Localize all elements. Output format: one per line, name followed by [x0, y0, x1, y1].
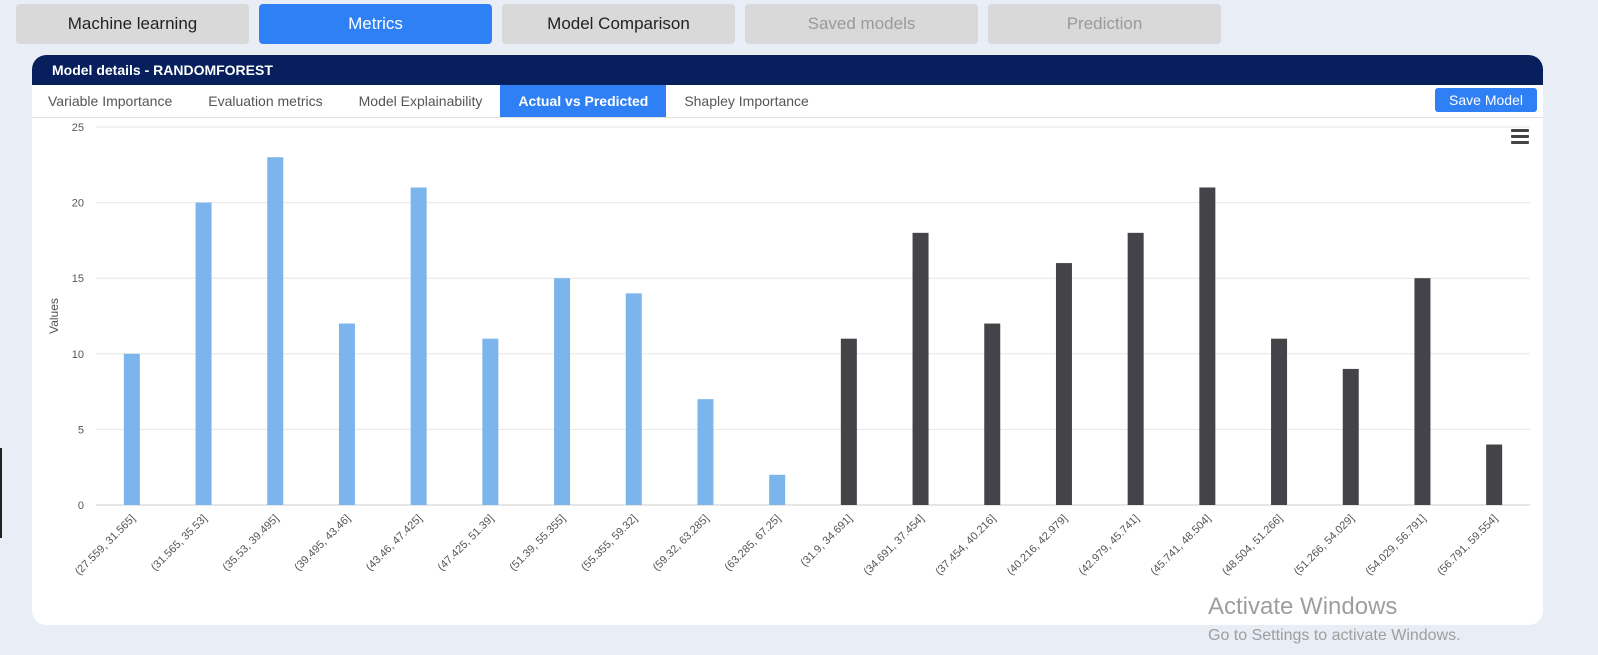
model-details-panel: Model details - RANDOMFOREST Variable Im… [32, 55, 1543, 625]
tab-machine-learning[interactable]: Machine learning [16, 4, 249, 44]
chart-area: 0 5 10 15 20 25 (27.559, 31.565] (31.565, 35.5… [32, 117, 1543, 625]
y-tick-label: 25 [72, 122, 84, 134]
x-tick-label: (34.691, 37.454] [862, 513, 927, 578]
activate-windows-watermark: Activate Windows Go to Settings to activ… [1208, 593, 1461, 645]
bar-series1 [697, 399, 714, 505]
bar-series1 [338, 323, 355, 505]
top-tabs: Machine learning Metrics Model Compariso… [16, 4, 1221, 44]
x-tick-label: (59.32, 63.285] [651, 513, 712, 574]
watermark-line2: Go to Settings to activate Windows. [1208, 627, 1461, 644]
x-tick-label: (63.285, 67.25] [722, 513, 783, 574]
x-tick-label: (43.46, 47.425] [364, 513, 425, 574]
x-tick-label: (40.216, 42.979] [1005, 513, 1070, 578]
x-tick-label: (31.9, 34.691] [798, 513, 854, 569]
tab-model-comparison[interactable]: Model Comparison [502, 4, 735, 44]
bar-series2 [1271, 338, 1288, 505]
y-tick-label: 15 [72, 273, 84, 285]
subtab-variable-importance[interactable]: Variable Importance [48, 93, 173, 109]
subtab-model-explainability[interactable]: Model Explainability [358, 93, 483, 109]
y-axis: 0 5 10 15 20 25 [72, 122, 84, 512]
bar-series2 [984, 323, 1001, 505]
tab-saved-models[interactable]: Saved models [745, 4, 978, 44]
bar-series1 [410, 187, 427, 505]
y-tick-label: 0 [78, 500, 84, 512]
x-tick-label: (45.741, 48.504] [1148, 513, 1213, 578]
bar-series2 [840, 338, 857, 505]
y-tick-label: 5 [78, 424, 84, 436]
bar-series1 [123, 353, 140, 505]
x-tick-label: (42.979, 45.741] [1077, 513, 1142, 578]
chart-grid [96, 126, 1530, 506]
subtab-bar: Variable Importance Evaluation metrics M… [32, 85, 1543, 118]
window-edge [0, 448, 2, 538]
bar-series1 [195, 202, 212, 505]
bar-series2 [1486, 444, 1503, 505]
panel-title: Model details - RANDOMFOREST [32, 55, 1543, 85]
x-tick-label: (31.565, 35.53] [149, 513, 210, 574]
y-tick-label: 20 [72, 198, 84, 210]
x-axis: (27.559, 31.565] (31.565, 35.53] (35.53, 3… [73, 513, 1500, 578]
bar-series2 [912, 232, 929, 505]
bar-series2 [1055, 263, 1072, 505]
bar-series2 [1342, 368, 1359, 505]
chart-bars [123, 157, 1503, 506]
y-tick-label: 10 [72, 349, 84, 361]
tab-prediction[interactable]: Prediction [988, 4, 1221, 44]
x-tick-label: (55.355, 59.32] [579, 513, 640, 574]
bar-series1 [554, 278, 571, 505]
bar-series1 [625, 293, 642, 505]
x-tick-label: (51.39, 55.355] [507, 513, 568, 574]
bar-series1 [267, 157, 284, 506]
x-tick-label: (35.53, 39.495] [221, 513, 282, 574]
x-tick-label: (56.791, 59.554] [1435, 513, 1500, 578]
x-tick-label: (48.504, 51.266] [1220, 513, 1285, 578]
bar-series2 [1127, 232, 1144, 505]
x-tick-label: (37.454, 40.216] [933, 513, 998, 578]
watermark-line1: Activate Windows [1208, 593, 1398, 620]
x-tick-label: (51.266, 54.029] [1292, 513, 1357, 578]
x-tick-label: (39.495, 43.46] [292, 513, 353, 574]
tab-metrics[interactable]: Metrics [259, 4, 492, 44]
bar-series2 [1199, 187, 1216, 505]
subtab-evaluation-metrics[interactable]: Evaluation metrics [208, 93, 323, 109]
x-tick-label: (47.425, 51.39] [436, 513, 497, 574]
hamburger-menu-icon[interactable] [1511, 129, 1529, 145]
x-tick-label: (27.559, 31.565] [73, 513, 138, 578]
bar-series1 [482, 338, 499, 505]
subtab-actual-vs-predicted[interactable]: Actual vs Predicted [500, 85, 667, 117]
save-model-button[interactable]: Save Model [1435, 88, 1537, 112]
x-tick-label: (54.029, 56.791] [1363, 513, 1428, 578]
bar-series2 [1414, 278, 1431, 505]
y-axis-label: Values [47, 298, 61, 334]
subtab-shapley-importance[interactable]: Shapley Importance [684, 93, 809, 109]
bar-series1 [769, 474, 786, 505]
actual-vs-predicted-chart: 0 5 10 15 20 25 (27.559, 31.565] (31.565, 35.5… [47, 122, 1530, 578]
